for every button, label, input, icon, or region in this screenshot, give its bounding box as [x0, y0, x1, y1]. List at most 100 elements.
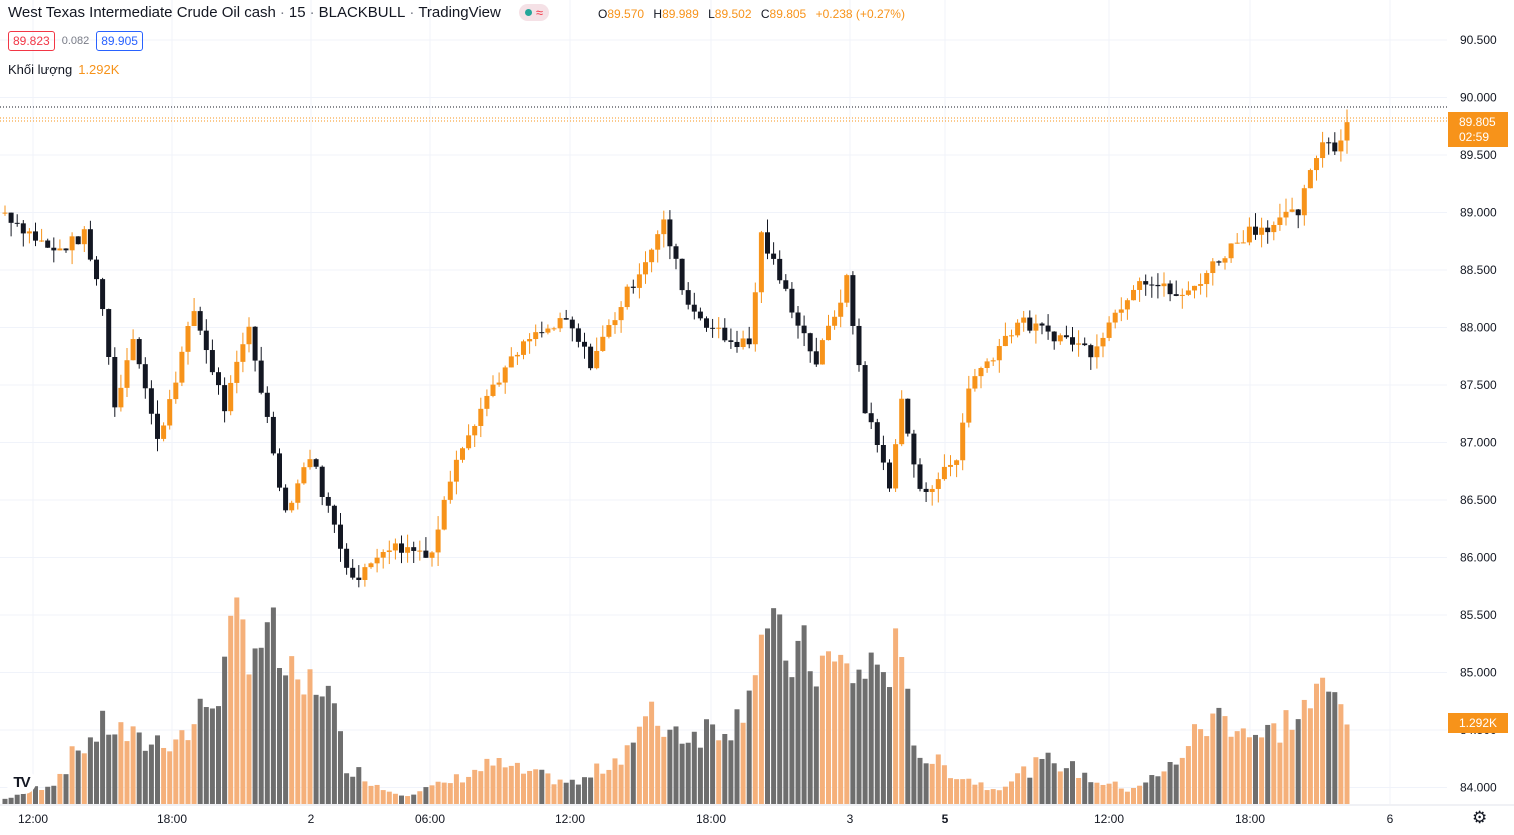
volume-bar [624, 745, 630, 804]
candle-body [545, 328, 551, 333]
tradingview-logo[interactable]: TV [6, 770, 36, 794]
volume-bar [112, 734, 118, 804]
volume-bar [1179, 757, 1185, 804]
volume-bar [1009, 781, 1014, 804]
candle-body [270, 416, 276, 454]
candle-body [8, 212, 14, 223]
candle-body [880, 444, 886, 463]
candle-body [344, 548, 350, 568]
volume-bar [978, 782, 984, 804]
volume-bar [527, 770, 533, 804]
last-price-label: 89.805 [1459, 115, 1496, 129]
volume-bar [191, 724, 197, 804]
candle-body [130, 339, 136, 361]
candle-body [1094, 346, 1100, 358]
candle-body [874, 422, 880, 445]
candle-body [478, 408, 484, 426]
candle-body [1149, 284, 1155, 286]
candle-body [325, 496, 331, 506]
candle-body [399, 543, 404, 553]
candle-body [460, 448, 465, 460]
candle-body [582, 341, 587, 347]
candle-body [124, 360, 130, 388]
candle-body [362, 567, 368, 580]
time-tick-label: 2 [308, 812, 315, 826]
volume-bar [338, 731, 343, 804]
volume-bar [289, 656, 295, 804]
volume-bar [1240, 728, 1246, 804]
volume-bar [893, 628, 899, 804]
volume-bar [155, 735, 160, 804]
candle-body [899, 398, 905, 445]
volume-bar [819, 655, 825, 804]
candle-body [179, 351, 185, 383]
candle-body [502, 367, 508, 383]
header-separator: · [309, 4, 315, 21]
candle-body [783, 280, 789, 289]
volume-bar [1216, 707, 1222, 804]
candle-body [679, 258, 685, 291]
candle-body [1265, 227, 1271, 233]
candle-body [301, 467, 307, 484]
candle-body [1155, 284, 1161, 287]
volume-bar [582, 777, 587, 804]
volume-bar [856, 669, 862, 804]
volume-bar [118, 722, 124, 804]
price-tick-label: 86.000 [1460, 551, 1497, 565]
candle-body [1301, 188, 1307, 216]
volume-bar [740, 722, 746, 804]
candle-body [1002, 335, 1008, 347]
chart-header: West Texas Intermediate Crude Oil cash ·… [8, 4, 549, 21]
candle-body [819, 340, 825, 365]
volume-bar [844, 663, 850, 804]
volume-bar [1021, 766, 1027, 804]
volume-bar [283, 675, 289, 804]
volume-bar [557, 779, 563, 804]
candle-body [978, 367, 984, 377]
sell-button[interactable]: 89.823 [8, 31, 55, 51]
symbol-title[interactable]: West Texas Intermediate Crude Oil cash [8, 4, 276, 21]
volume-bar [173, 739, 179, 804]
candle-body [758, 232, 764, 293]
candle-body [716, 327, 722, 329]
volume-bar [252, 648, 258, 804]
volume-bar [81, 753, 87, 804]
candle-body [148, 388, 154, 414]
volume-bar [1222, 716, 1228, 804]
volume-bar [521, 773, 526, 804]
volume-bar [197, 698, 203, 804]
volume-label: Khối lượng [8, 62, 73, 77]
candle-body [429, 552, 435, 558]
volume-bar [1112, 781, 1118, 804]
gear-icon[interactable]: ⚙ [1472, 808, 1488, 827]
market-status-pill[interactable]: ≈ [518, 4, 549, 21]
candle-body [264, 392, 270, 417]
candle-body [618, 307, 624, 321]
candle-body [1234, 242, 1240, 244]
price-tick-label: 90.000 [1460, 91, 1497, 105]
candle-body [411, 547, 417, 551]
volume-bar [478, 771, 484, 804]
volume-bar [1301, 699, 1307, 804]
volume-bar [1338, 704, 1344, 804]
volume-bar [136, 732, 142, 804]
volume-bar [1314, 683, 1319, 804]
volume-bar [1039, 758, 1045, 804]
interval-label[interactable]: 15 [288, 4, 306, 21]
candle-body [588, 346, 594, 369]
volume-bar [728, 740, 734, 804]
candle-body [667, 219, 673, 247]
volume-bar [923, 763, 929, 804]
candle-body [661, 219, 667, 235]
candle-body [173, 382, 179, 400]
volume-bar [295, 679, 301, 804]
candle-body [252, 326, 258, 361]
volume-legend: Khối lượng 1.292K [8, 62, 119, 77]
candle-body [185, 326, 191, 352]
candle-body [1021, 317, 1027, 323]
price-tick-label: 87.000 [1460, 436, 1497, 450]
volume-bar [161, 747, 167, 804]
buy-button[interactable]: 89.905 [96, 31, 143, 51]
spread-value: 0.082 [61, 35, 90, 47]
